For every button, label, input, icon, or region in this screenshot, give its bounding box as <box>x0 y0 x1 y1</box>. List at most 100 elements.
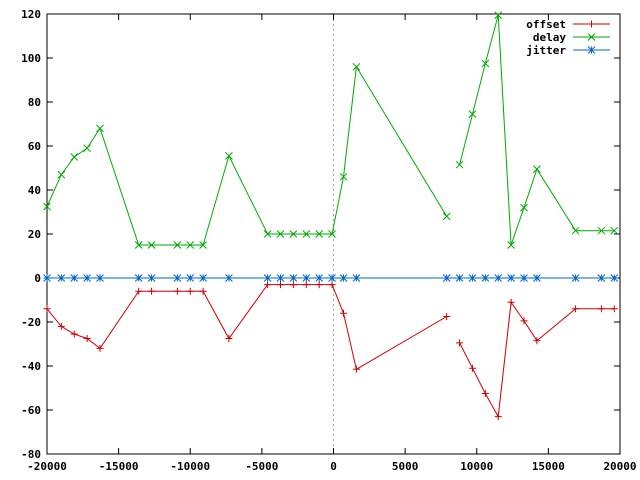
data-point-offset <box>289 281 297 289</box>
data-point-delay <box>442 212 451 221</box>
y-tick-label: -20 <box>21 316 41 329</box>
data-point-delay <box>597 226 606 235</box>
x-tick-label: 5000 <box>392 460 419 473</box>
y-tick-label: 100 <box>21 52 41 65</box>
series-line-delay <box>459 14 615 246</box>
data-point-offset <box>340 309 348 317</box>
legend-label-jitter: jitter <box>526 44 566 57</box>
y-tick-label: 0 <box>34 272 41 285</box>
data-point-offset <box>186 287 194 295</box>
x-tick-label: 20000 <box>603 460 636 473</box>
data-point-offset <box>328 281 336 289</box>
data-point-jitter <box>70 274 79 282</box>
series-offset <box>43 281 618 421</box>
data-point-jitter <box>455 274 464 282</box>
data-point-delay <box>328 230 336 238</box>
data-point-delay <box>43 202 51 211</box>
data-point-delay <box>610 226 619 235</box>
data-point-delay <box>468 110 477 118</box>
data-point-offset <box>83 335 91 342</box>
data-point-jitter <box>83 274 91 282</box>
data-point-jitter <box>289 274 298 282</box>
data-point-delay <box>225 152 233 160</box>
data-point-offset <box>135 287 143 295</box>
x-tick-label: 0 <box>330 460 337 473</box>
data-point-jitter <box>96 274 104 282</box>
data-point-delay <box>289 230 298 238</box>
data-point-jitter <box>134 274 143 282</box>
legend-marker-offset <box>588 20 595 28</box>
data-point-offset <box>494 413 502 421</box>
data-point-offset <box>199 287 207 295</box>
x-tick-label: -15000 <box>99 460 139 473</box>
data-point-offset <box>352 365 360 373</box>
data-point-jitter <box>571 274 580 282</box>
data-point-delay <box>507 241 515 249</box>
data-point-offset <box>70 330 78 338</box>
y-tick-label: 60 <box>28 140 41 153</box>
data-point-jitter <box>442 274 451 282</box>
data-point-offset <box>468 364 476 372</box>
data-point-offset <box>148 287 156 295</box>
y-tick-label: -40 <box>21 360 41 373</box>
data-point-delay <box>70 153 79 161</box>
data-point-delay <box>96 124 104 133</box>
data-point-delay <box>315 230 324 238</box>
data-point-delay <box>533 165 541 173</box>
series-line-offset <box>459 300 615 419</box>
data-point-delay <box>173 241 182 249</box>
data-point-jitter <box>186 274 195 282</box>
data-point-jitter <box>173 274 182 282</box>
data-point-jitter <box>225 274 233 282</box>
series-delay <box>43 11 619 249</box>
data-point-jitter <box>339 274 348 282</box>
data-point-offset <box>481 390 489 397</box>
data-point-jitter <box>328 274 336 282</box>
x-tick-label: 15000 <box>532 460 565 473</box>
data-point-offset <box>173 287 181 295</box>
data-point-jitter <box>352 274 361 282</box>
data-point-offset <box>57 322 65 330</box>
data-point-offset <box>443 313 451 320</box>
x-tick-label: -20000 <box>27 460 67 473</box>
data-point-jitter <box>610 274 619 282</box>
data-point-offset <box>276 281 284 289</box>
data-point-delay <box>57 170 66 179</box>
x-tick-label: -10000 <box>170 460 210 473</box>
data-point-offset <box>43 305 51 313</box>
data-point-jitter <box>302 274 311 282</box>
series-jitter <box>43 274 619 282</box>
data-point-delay <box>520 203 528 212</box>
data-point-offset <box>520 317 528 325</box>
data-point-delay <box>481 59 490 68</box>
data-point-delay <box>83 144 91 153</box>
data-point-delay <box>352 62 361 71</box>
data-point-offset <box>572 305 580 313</box>
y-tick-label: 80 <box>28 96 41 109</box>
y-tick-label: 40 <box>28 184 41 197</box>
legend-marker-delay <box>587 33 596 41</box>
data-point-jitter <box>43 274 51 282</box>
data-point-delay <box>263 230 272 238</box>
data-point-jitter <box>468 274 477 282</box>
data-point-jitter <box>494 274 503 282</box>
x-tick-label: 10000 <box>460 460 493 473</box>
data-point-delay <box>276 230 285 238</box>
data-point-delay <box>455 160 464 169</box>
data-point-jitter <box>199 274 207 282</box>
data-point-jitter <box>533 274 541 282</box>
data-point-delay <box>134 241 143 249</box>
y-tick-label: -60 <box>21 404 41 417</box>
data-point-offset <box>610 305 618 313</box>
data-point-offset <box>96 344 104 352</box>
data-point-delay <box>494 11 503 19</box>
data-point-offset <box>507 298 515 306</box>
data-point-jitter <box>315 274 324 282</box>
legend-label-delay: delay <box>533 31 566 44</box>
axes: -20000 -15000 -10000 -5000 0 5000 10000 15000 20… <box>21 8 636 473</box>
series-line-delay <box>46 65 448 246</box>
data-point-delay <box>199 241 207 249</box>
data-point-jitter <box>276 274 285 282</box>
data-point-delay <box>339 172 348 181</box>
data-point-offset <box>456 339 464 347</box>
